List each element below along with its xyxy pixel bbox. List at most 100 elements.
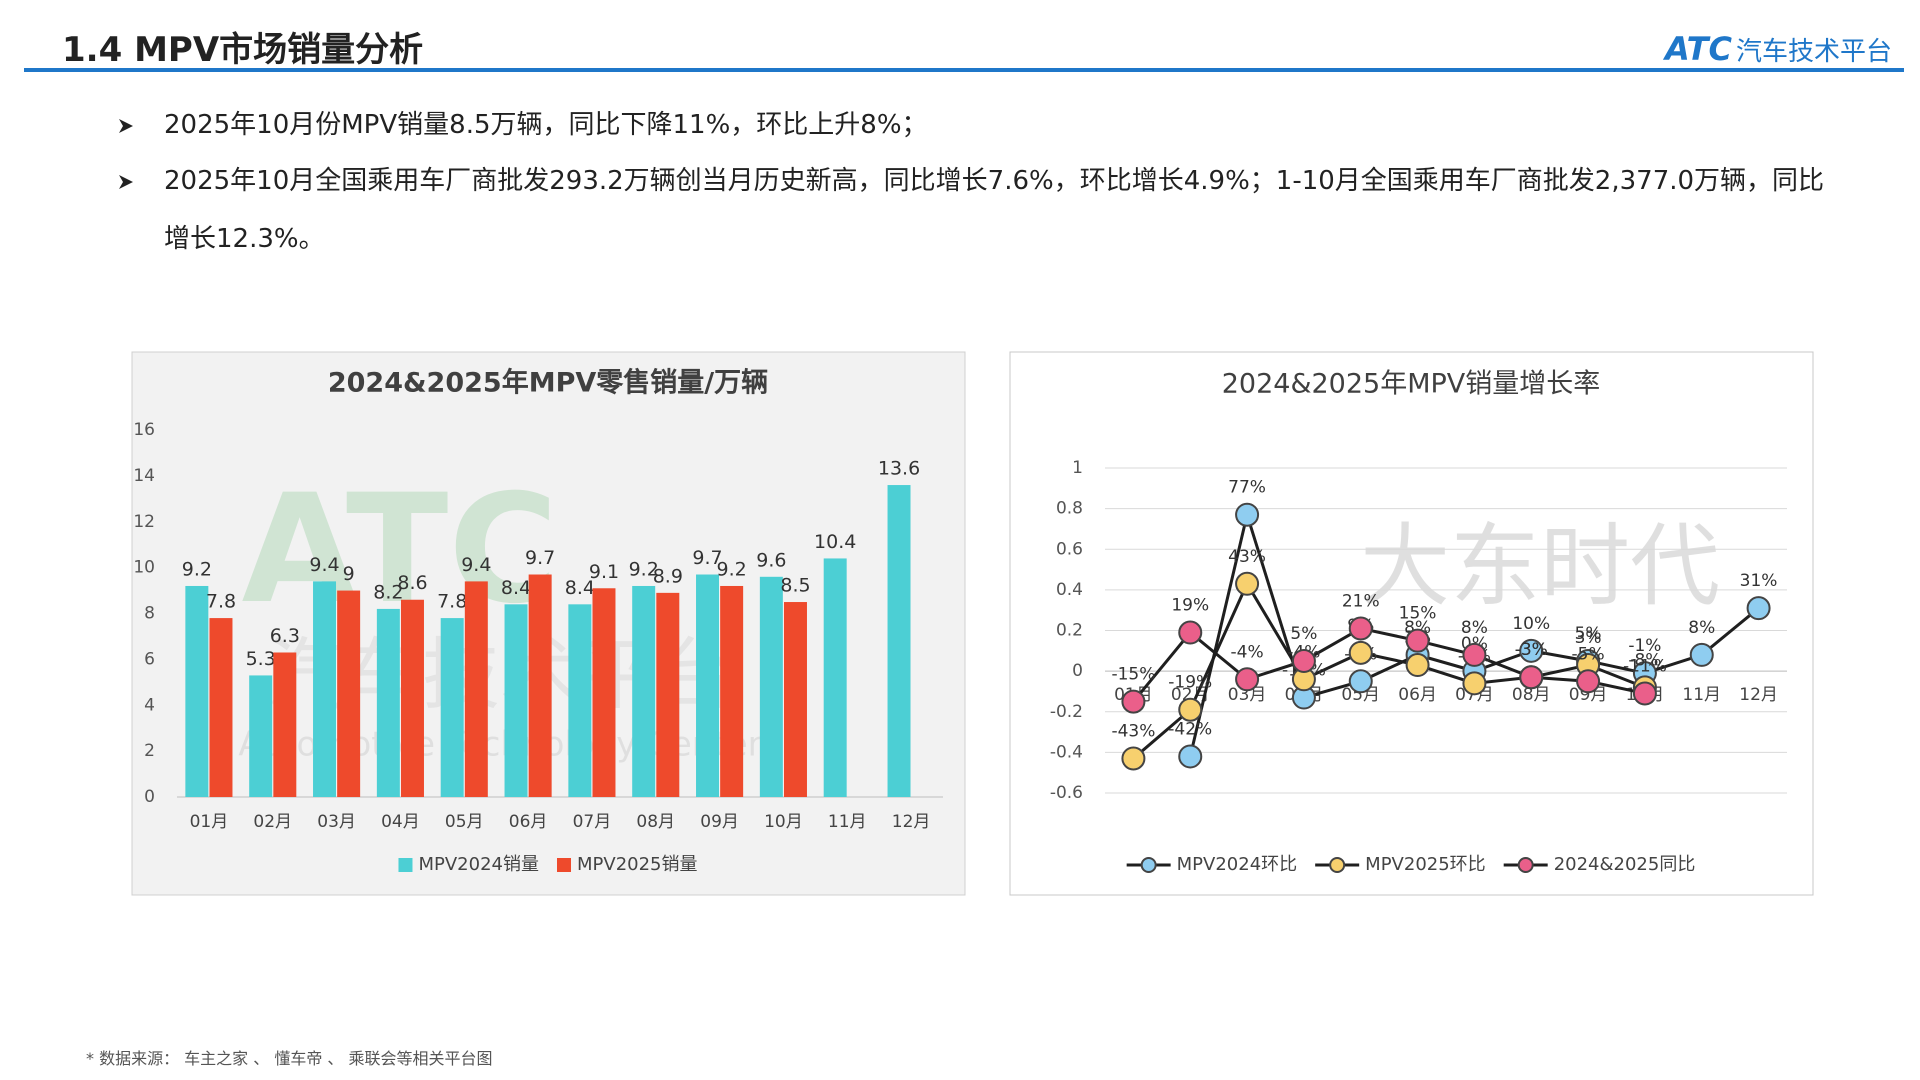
- data-label: 9.2: [717, 558, 747, 580]
- data-label: 9.7: [525, 547, 555, 569]
- data-label: 6.3: [270, 625, 300, 647]
- data-label: 8%: [1688, 618, 1715, 638]
- bullet: 2025年10月全国乘用车厂商批发293.2万辆创当月历史新高，同比增长7.6%…: [118, 152, 1838, 268]
- point: [1348, 616, 1373, 641]
- point: [1348, 640, 1373, 665]
- data-label: -42%: [1168, 719, 1212, 739]
- point: [1121, 689, 1146, 714]
- data-label: 10%: [1512, 614, 1550, 634]
- footnote: * 数据来源： 车主之家 、 懂车帝 、 乘联会等相关平台图: [86, 1049, 493, 1068]
- data-label: -4%: [1231, 642, 1264, 662]
- data-label: 77%: [1228, 478, 1266, 498]
- y-tick-label: -0.4: [1050, 742, 1083, 762]
- legend-label: MPV2024环比: [1177, 854, 1298, 875]
- point: [1519, 638, 1544, 663]
- legend-marker: [1140, 857, 1157, 873]
- bar: [464, 581, 488, 797]
- bar: [504, 604, 528, 797]
- x-tick-label: 04月: [381, 812, 420, 832]
- data-label: 31%: [1740, 571, 1778, 591]
- legend-label: MPV2024销量: [418, 854, 539, 875]
- data-label: -15%: [1111, 665, 1155, 685]
- x-tick-label: 08月: [636, 812, 675, 832]
- data-label: 19%: [1171, 596, 1209, 616]
- point: [1462, 642, 1487, 667]
- y-tick-label: -0.6: [1050, 783, 1083, 803]
- x-tick-label: 11月: [1682, 685, 1721, 705]
- page-title: 1.4 MPV市场销量分析: [62, 30, 424, 70]
- x-tick-label: 08月: [1512, 685, 1551, 705]
- bar: [783, 602, 807, 797]
- point: [1235, 571, 1260, 596]
- data-label: 15%: [1399, 604, 1437, 624]
- data-label: 9.2: [182, 558, 212, 580]
- y-tick-label: 4: [144, 695, 155, 715]
- bar: [185, 585, 209, 797]
- bar: [759, 576, 783, 797]
- data-label: 8.6: [397, 572, 427, 594]
- point: [1178, 744, 1203, 769]
- point: [1519, 665, 1544, 690]
- bar: [313, 581, 337, 797]
- data-label: 9: [343, 563, 355, 585]
- data-label: -8%: [1628, 650, 1661, 670]
- point: [1348, 669, 1373, 694]
- bar: [528, 574, 552, 797]
- y-tick-label: 0.2: [1056, 621, 1083, 641]
- y-tick-label: 0: [144, 787, 155, 807]
- x-tick-label: 12月: [1739, 685, 1778, 705]
- data-label: 13.6: [878, 458, 920, 480]
- data-label: 43%: [1228, 547, 1266, 567]
- x-tick-label: 01月: [190, 812, 229, 832]
- data-label: 21%: [1342, 591, 1380, 611]
- bar: [632, 585, 656, 797]
- point: [1235, 667, 1260, 692]
- data-label: -19%: [1168, 673, 1212, 693]
- data-label: 5%: [1575, 624, 1602, 644]
- point: [1291, 648, 1316, 673]
- x-tick-label: 07月: [573, 812, 612, 832]
- point: [1746, 596, 1771, 621]
- legend-label: MPV2025销量: [577, 854, 698, 875]
- data-label: 8.4: [501, 577, 531, 599]
- y-tick-label: 2: [144, 741, 155, 761]
- x-tick-label: 05月: [1341, 685, 1380, 705]
- data-label: -1%: [1628, 636, 1661, 656]
- bar: [376, 608, 400, 797]
- logo: ATC 汽车技术平台: [1665, 30, 1892, 68]
- line: [1132, 580, 1646, 760]
- bullet-text: 2025年10月全国乘用车厂商批发293.2万辆创当月历史新高，同比增长7.6%…: [164, 166, 1825, 254]
- bar: [440, 618, 464, 797]
- legend-marker: [1517, 857, 1534, 873]
- bar: [249, 675, 273, 797]
- data-label: 9.4: [461, 554, 491, 576]
- data-label: 7.8: [437, 591, 467, 613]
- bar: [400, 599, 424, 797]
- x-tick-label: 09月: [1569, 685, 1608, 705]
- chart-title: 2024&2025年MPV销量增长率: [1222, 369, 1601, 400]
- y-tick-label: 0.6: [1056, 539, 1083, 559]
- bar: [568, 604, 592, 797]
- data-label: 10.4: [814, 531, 856, 553]
- logo-mark: ATC: [1664, 30, 1732, 68]
- data-label: 8.9: [653, 565, 683, 587]
- point: [1576, 669, 1601, 694]
- data-label: 8.2: [373, 581, 403, 603]
- title-rule: [24, 68, 1904, 72]
- data-label: 9.1: [589, 561, 619, 583]
- data-label: 8.4: [565, 577, 595, 599]
- x-tick-label: 11月: [828, 812, 867, 832]
- data-label: 7.8: [206, 591, 236, 613]
- point: [1405, 628, 1430, 653]
- data-label: 8%: [1461, 618, 1488, 638]
- data-label: 9.4: [309, 554, 339, 576]
- y-tick-label: 8: [144, 604, 155, 624]
- bar: [720, 585, 744, 797]
- y-tick-label: 0.4: [1056, 580, 1083, 600]
- y-tick-label: 12: [133, 512, 155, 532]
- x-tick-label: 03月: [1228, 685, 1267, 705]
- point: [1121, 746, 1146, 771]
- bullet-text: 2025年10月份MPV销量8.5万辆，同比下降11%，环比上升8%；: [164, 110, 928, 140]
- point: [1689, 642, 1714, 667]
